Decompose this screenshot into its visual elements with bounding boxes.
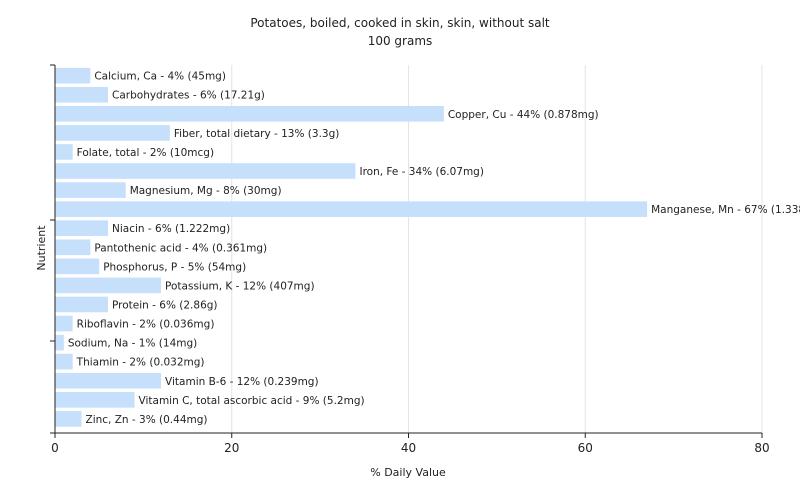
bar-label: Iron, Fe - 34% (6.07mg)	[359, 166, 483, 178]
bar	[55, 86, 109, 103]
bars: Calcium, Ca - 4% (45mg) Carbohydrates - 6…	[55, 67, 800, 427]
bar	[55, 277, 162, 294]
bar	[55, 334, 64, 351]
x-tick-label: 40	[401, 441, 416, 455]
bar-label: Niacin - 6% (1.222mg)	[112, 223, 230, 235]
bar-label: Fiber, total dietary - 13% (3.3g)	[174, 128, 339, 140]
chart-title: Potatoes, boiled, cooked in skin, skin, …	[250, 16, 550, 30]
bar-label: Manganese, Mn - 67% (1.338mg)	[651, 204, 800, 216]
y-axis-title: Nutrient	[35, 225, 48, 271]
bar	[55, 105, 444, 122]
bar-label: Vitamin B-6 - 12% (0.239mg)	[165, 376, 319, 388]
bar-label: Sodium, Na - 1% (14mg)	[68, 338, 197, 350]
bar	[55, 411, 82, 427]
bar	[55, 353, 73, 370]
bar-label: Magnesium, Mg - 8% (30mg)	[130, 185, 282, 197]
bar	[55, 296, 109, 313]
bar-label: Potassium, K - 12% (407mg)	[165, 280, 315, 292]
bar	[55, 125, 170, 141]
bar-label: Protein - 6% (2.86g)	[112, 299, 218, 311]
x-tick-label: 80	[754, 441, 769, 455]
bar	[55, 163, 356, 179]
bar-label: Thiamin - 2% (0.032mg)	[76, 357, 205, 369]
bar-label: Pantothenic acid - 4% (0.361mg)	[94, 242, 267, 254]
x-tick-label: 20	[224, 441, 239, 455]
chart-subtitle: 100 grams	[368, 34, 433, 48]
bar-label: Zinc, Zn - 3% (0.44mg)	[86, 414, 208, 426]
bar-label: Folate, total - 2% (10mcg)	[77, 147, 214, 159]
bar-label: Calcium, Ca - 4% (45mg)	[94, 71, 226, 83]
bar-label: Copper, Cu - 44% (0.878mg)	[448, 109, 599, 121]
bar	[55, 220, 109, 237]
bar-label: Carbohydrates - 6% (17.21g)	[112, 90, 265, 102]
bar-label: Vitamin C, total ascorbic acid - 9% (5.2…	[139, 395, 365, 407]
bar	[55, 182, 126, 198]
bar	[55, 372, 162, 389]
x-axis-title: % Daily Value	[370, 466, 446, 479]
bar	[55, 392, 135, 408]
bar	[55, 67, 91, 84]
bar	[55, 239, 91, 256]
bar	[55, 258, 100, 275]
bar-label: Riboflavin - 2% (0.036mg)	[77, 319, 215, 331]
bar	[55, 144, 73, 160]
bar-label: Phosphorus, P - 5% (54mg)	[103, 261, 246, 273]
bar	[55, 201, 648, 217]
axes: 0 20 40 60 80	[50, 64, 770, 455]
x-tick-label: 60	[578, 441, 593, 455]
x-tick-label: 0	[51, 441, 59, 455]
grid-lines	[231, 65, 763, 433]
bar	[55, 315, 73, 332]
